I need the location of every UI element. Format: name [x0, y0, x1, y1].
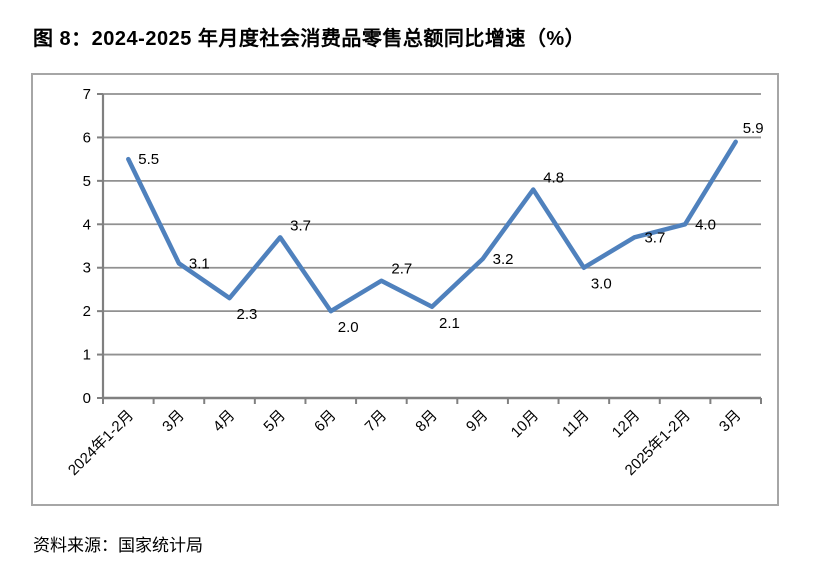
data-point-label: 3.2 [493, 251, 514, 268]
y-tick-label: 5 [83, 173, 91, 190]
data-point-label: 2.7 [391, 261, 412, 278]
data-point-label: 2.3 [237, 306, 258, 323]
x-tick-label: 6月 [311, 407, 340, 436]
data-series-line [126, 139, 738, 314]
x-tick-label: 5月 [260, 407, 289, 436]
data-point-label: 3.1 [189, 255, 210, 272]
data-point-label: 2.0 [338, 319, 359, 336]
data-point-label: 3.7 [290, 217, 311, 234]
data-point-label: 3.7 [644, 229, 665, 246]
source-note: 资料来源：国家统计局 [33, 536, 203, 555]
data-point-label: 3.0 [591, 276, 612, 293]
x-tick-label: 12月 [609, 407, 643, 441]
y-tick-label: 1 [83, 347, 91, 364]
x-tick-label: 7月 [362, 407, 391, 436]
y-tick-label: 7 [83, 86, 91, 103]
chart-title: 图 8：2024-2025 年月度社会消费品零售总额同比增速（%） [33, 28, 586, 50]
data-point-label: 5.5 [138, 151, 159, 168]
x-tick-label: 11月 [559, 407, 593, 441]
y-tick-label: 4 [83, 216, 91, 233]
y-tick-label: 3 [83, 260, 91, 277]
y-tick-label: 2 [83, 303, 91, 320]
x-tick-label: 3月 [159, 407, 188, 436]
x-tick-label: 8月 [412, 407, 441, 436]
chart-frame: 0 1 2 3 4 5 6 7 2024年1-2月 3月 4月 5月 6月 7月 8月 9月 10月 11月 12月… [31, 73, 779, 506]
y-tick-label: 0 [83, 390, 91, 407]
x-tick-label: 4月 [210, 407, 239, 436]
x-tick-label: 2024年1-2月 [65, 407, 137, 479]
data-point-label: 4.0 [695, 216, 716, 233]
data-point-label: 4.8 [543, 170, 564, 187]
x-tick-label: 3月 [716, 407, 745, 436]
x-tick-label: 10月 [508, 407, 542, 441]
y-tick-label: 6 [83, 129, 91, 146]
data-point-label: 2.1 [439, 315, 460, 332]
data-point-label: 5.9 [743, 120, 764, 137]
line-chart: 0 1 2 3 4 5 6 7 2024年1-2月 3月 4月 5月 6月 7月 8月 9月 10月 11月 12月… [65, 86, 764, 479]
x-tick-label: 9月 [463, 407, 492, 436]
